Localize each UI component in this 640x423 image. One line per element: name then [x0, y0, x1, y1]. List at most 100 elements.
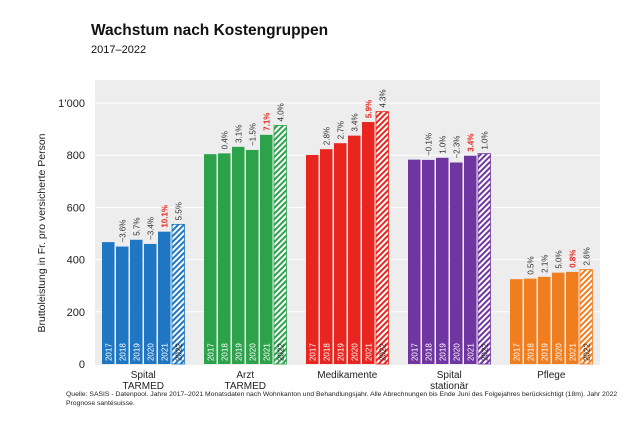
bar [422, 159, 435, 364]
bar [334, 143, 347, 364]
bar-growth-label: 4.3% [378, 89, 387, 107]
bar-growth-label: 1.0% [438, 136, 447, 154]
bar [375, 111, 389, 365]
bar [116, 246, 129, 364]
bar-year-label: 2018 [424, 343, 433, 361]
y-tick-label: 400 [67, 255, 85, 267]
bar-year-label: 2020 [350, 343, 359, 361]
bar-year-label: 2018 [118, 343, 127, 361]
bar [130, 239, 143, 364]
bar-growth-label: 5.0% [554, 250, 563, 268]
y-tick-label: 200 [67, 307, 85, 319]
bar-year-label: 2019 [336, 343, 345, 361]
bar [158, 231, 171, 364]
bar-growth-label: 4.0% [276, 103, 285, 121]
x-category-label: Arzt [236, 370, 254, 381]
bar-growth-label: 7.1% [262, 113, 271, 131]
chart-subtitle: 2017–2022 [91, 44, 147, 56]
bar-group-arzt-tarmed: 2017 2018 0.4% 2019 3.1% 2020 −1.5% 2021 7.1% 202… [204, 103, 287, 365]
bar [273, 125, 287, 365]
x-category-label: stationär [430, 381, 469, 392]
bar-growth-label: 1.0% [480, 131, 489, 149]
bar-group-spital-stationär: 2017 2018 −0.1% 2019 1.0% 2020 −2.3% 2021 3.4% 20… [408, 131, 491, 365]
bar [348, 135, 361, 364]
bar-growth-label: −3.6% [118, 220, 127, 243]
bar-year-label: 2019 [438, 343, 447, 361]
bar [144, 243, 157, 364]
bar-group-spital-tarmed: 2017 2018 −3.6% 2019 5.7% 2020 −3.4% 2021 10.1% 2… [102, 202, 185, 365]
bar [218, 153, 231, 364]
bar-growth-label: 0.5% [526, 256, 535, 274]
y-tick-label: 800 [67, 150, 85, 162]
bar-growth-label: 5.5% [174, 202, 183, 220]
source-note: Quelle: SASIS - Datenpool. Jahre 2017–20… [66, 391, 618, 407]
bar-year-label: 2019 [540, 343, 549, 361]
bar-year-label: 2022 [276, 343, 285, 361]
bar [362, 122, 375, 364]
bar-year-label: 2022 [174, 343, 183, 361]
bar-year-label: 2018 [220, 343, 229, 361]
bar-growth-label: 0.8% [568, 250, 577, 268]
bar-year-label: 2018 [526, 343, 535, 361]
bar [306, 154, 319, 364]
x-category-label: Spital [131, 370, 156, 381]
y-tick-label: 600 [67, 202, 85, 214]
bar [477, 153, 491, 365]
bar [246, 149, 259, 364]
bar-year-label: 2021 [160, 343, 169, 361]
bar-year-label: 2020 [248, 343, 257, 361]
bar-group-medikamente: 2017 2018 2.8% 2019 2.7% 2020 3.4% 2021 5.9% 2022… [306, 89, 389, 365]
chart-title: Wachstum nach Kostengruppen [91, 22, 329, 39]
bar-growth-label: 2.6% [582, 247, 591, 265]
bar-year-label: 2017 [206, 343, 215, 361]
bar [538, 276, 551, 364]
bar-year-label: 2021 [262, 343, 271, 361]
y-tick-label: 1’000 [58, 98, 85, 110]
bar [204, 154, 217, 364]
bar-growth-label: −3.4% [146, 217, 155, 240]
bar-growth-label: −0.1% [424, 133, 433, 156]
bar-growth-label: 2.1% [540, 255, 549, 273]
x-category-label: Pflege [537, 370, 566, 381]
bar-year-label: 2020 [452, 343, 461, 361]
y-axis-label: Bruttoleistung in Fr. pro versicherte Pe… [36, 133, 48, 332]
bar-year-label: 2021 [568, 343, 577, 361]
bar-growth-label: 3.1% [234, 125, 243, 143]
bar [524, 278, 537, 364]
bar [171, 223, 185, 365]
bar-growth-label: 10.1% [160, 205, 169, 228]
bar-year-label: 2017 [104, 343, 113, 361]
bar [232, 146, 245, 364]
bar-growth-label: 0.4% [220, 131, 229, 149]
bar-growth-label: 5.9% [364, 100, 373, 118]
bar-growth-label: 5.7% [132, 218, 141, 236]
bar-growth-label: 3.4% [466, 133, 475, 151]
bar-growth-label: 2.7% [336, 121, 345, 139]
bar [510, 279, 523, 364]
bar-growth-label: −1.5% [248, 123, 257, 146]
bar [566, 271, 579, 364]
bar-year-label: 2018 [322, 343, 331, 361]
bar-year-label: 2017 [308, 343, 317, 361]
bar [408, 159, 421, 364]
bar [579, 269, 593, 365]
bar-year-label: 2022 [582, 343, 591, 361]
x-category-label: TARMED [123, 381, 164, 392]
bar-year-label: 2022 [378, 343, 387, 361]
bar [260, 134, 273, 364]
bar-year-label: 2017 [410, 343, 419, 361]
bar-year-label: 2022 [480, 343, 489, 361]
bar-group-pflege: 2017 2018 0.5% 2019 2.1% 2020 5.0% 2021 0.8% 2022… [510, 247, 593, 365]
x-category-label: Spital [437, 370, 462, 381]
x-category-label: Medikamente [317, 370, 377, 381]
bar [464, 155, 477, 364]
bar-year-label: 2021 [466, 343, 475, 361]
bar-year-label: 2020 [146, 343, 155, 361]
bar-growth-label: 2.8% [322, 127, 331, 145]
bar [436, 157, 449, 364]
bar-growth-label: 3.4% [350, 113, 359, 131]
bar [102, 242, 115, 364]
y-tick-label: 0 [79, 359, 85, 371]
x-category-label: TARMED [225, 381, 266, 392]
